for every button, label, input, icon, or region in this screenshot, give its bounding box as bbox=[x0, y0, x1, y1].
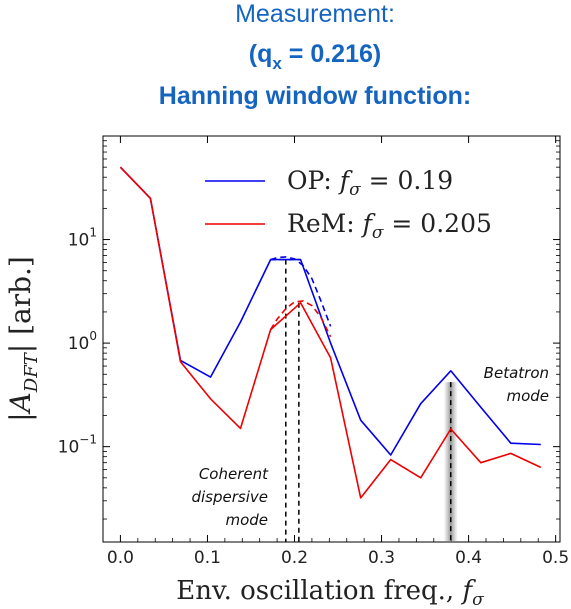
legend-label-op: OP: fσ = 0.19 bbox=[287, 166, 453, 200]
annotation-coherent-line1: Coherent bbox=[199, 465, 269, 483]
title-line2-prefix: (q bbox=[249, 40, 273, 68]
fit-curve-0 bbox=[270, 256, 332, 327]
x-axis-label: Env. oscillation freq., fσ bbox=[176, 576, 484, 609]
chart-title-line1: Measurement: bbox=[235, 0, 395, 28]
x-tick-label: 0.1 bbox=[194, 548, 221, 568]
legend: OP: fσ = 0.19 ReM: fσ = 0.205 bbox=[205, 166, 492, 243]
series-lines bbox=[119, 166, 542, 499]
fit-curves bbox=[269, 256, 332, 338]
y-tick-label: 101 bbox=[68, 226, 97, 251]
annotation-betatron-line1: Betatron bbox=[484, 364, 549, 382]
y-axis-label: |ADFT| [arb.] bbox=[4, 256, 42, 422]
series-line-1 bbox=[119, 166, 542, 499]
legend-label-rem: ReM: fσ = 0.205 bbox=[287, 209, 492, 243]
x-tick-label: 0.2 bbox=[281, 548, 308, 568]
annotation-coherent-line3: mode bbox=[225, 511, 268, 529]
chart-title-line2: (qx = 0.216) bbox=[249, 40, 381, 73]
annotation-betatron-line2: mode bbox=[506, 387, 549, 405]
title-line2-suffix: = 0.216) bbox=[282, 40, 381, 68]
y-tick-label: 100 bbox=[68, 329, 97, 354]
x-tick-label: 0.0 bbox=[107, 548, 134, 568]
annotation-coherent-line2: dispersive bbox=[191, 488, 268, 506]
plot-frame bbox=[102, 135, 561, 543]
shaded-band bbox=[443, 382, 458, 542]
vertical-markers bbox=[270, 258, 458, 542]
annotation-coherent: Coherent dispersive mode bbox=[191, 465, 269, 529]
title-line2-subscript: x bbox=[272, 54, 282, 73]
chart-title-line3: Hanning window function: bbox=[159, 82, 471, 110]
annotation-betatron: Betatron mode bbox=[484, 364, 549, 405]
axis-ticks: 0.0 0.1 0.2 0.3 0.4 0.5 101 100 10−1 bbox=[58, 136, 569, 568]
x-tick-label: 0.5 bbox=[542, 548, 569, 568]
series-line-0 bbox=[119, 166, 541, 456]
fit-curve-1 bbox=[269, 300, 332, 338]
x-tick-label: 0.4 bbox=[455, 548, 482, 568]
x-tick-label: 0.3 bbox=[368, 548, 395, 568]
y-tick-label: 10−1 bbox=[58, 433, 97, 458]
